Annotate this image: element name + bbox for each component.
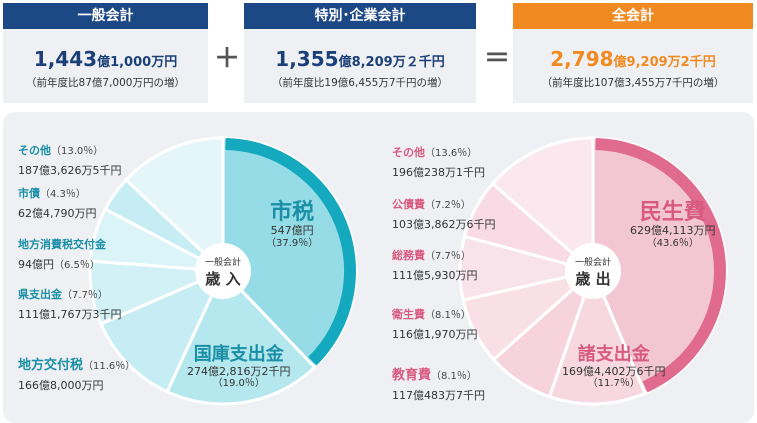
revenue-slice-label-prefecture-subsidy: 県支出金（7.7％） 111億1,767万3千円: [18, 288, 122, 321]
expenditure-slice-label-misc-expenses: 諸支出金 169億4,402万6千円 （11.7％）: [562, 344, 666, 390]
expenditure-slice-label-other: その他（13.6％） 196億238万1千円: [392, 146, 485, 179]
expenditure-slice-label-welfare: 民生費 629億4,113万円 （43.6％）: [630, 200, 716, 249]
total-account-box: 全会計 2,798億9,209万2千円 （前年度比107億3,455万7千円の増…: [513, 3, 753, 103]
general-account-amount: 1,443億1,000万円: [33, 47, 178, 71]
expenditure-slice-label-education: 教育費（8.1％） 117億483万7千円: [392, 368, 485, 403]
expenditure-slice-label-public-debt: 公債費（7.2％） 103億3,862万6千円: [392, 198, 496, 231]
expenditure-slice-label-sanitation: 衛生費（8.1％） 116億1,970万円: [392, 308, 478, 341]
general-account-note: （前年度比87億7,000万円の増）: [26, 77, 185, 89]
revenue-slice-label-local-consumption-tax: 地方消費税交付金 94億円（6.5％）: [18, 238, 106, 271]
revenue-slice-label-national-subsidy: 国庫支出金 274億2,816万2千円 （19.0％）: [187, 344, 291, 390]
revenue-largest-slice-rim: [225, 138, 356, 366]
expenditure-slice-1: [547, 266, 648, 406]
general-account-box: 一般会計 1,443億1,000万円 （前年度比87億7,000万円の増）: [3, 3, 208, 103]
expenditure-largest-slice-rim: [595, 138, 726, 393]
revenue-center-label: 一般会計 歳 入: [195, 243, 251, 299]
revenue-slice-label-city-tax: 市税 547億円 （37.9％）: [266, 200, 319, 249]
total-account-title: 全会計: [513, 3, 753, 29]
revenue-slice-label-other: その他（13.0％） 187億3,626万5千円: [18, 144, 122, 177]
plus-sign: ＋: [214, 44, 241, 74]
revenue-slice-label-municipal-bonds: 市債（4.3％） 62億4,790万円: [18, 187, 97, 220]
revenue-slice-2: [98, 268, 227, 394]
revenue-slice-1: [165, 268, 317, 406]
revenue-slice-label-local-allocation-tax: 地方交付税（11.6％） 166億8,000万円: [18, 358, 136, 393]
total-account-amount: 2,798億9,209万2千円: [550, 47, 716, 71]
expenditure-slice-label-general-affairs: 総務費（7.7％） 111億5,930万円: [392, 249, 478, 282]
special-account-box: 特別･企業会計 1,355億8,209万２千円 （前年度比19億6,455万7千…: [244, 3, 476, 103]
special-account-note: （前年度比19億6,455万7千円の増）: [271, 77, 449, 89]
equals-sign: ＝: [484, 44, 511, 74]
general-account-title: 一般会計: [3, 3, 208, 29]
total-account-note: （前年度比107億3,455万7千円の増）: [541, 77, 725, 89]
special-account-amount: 1,355億8,209万２千円: [275, 47, 445, 71]
expenditure-center-label: 一般会計 歳 出: [565, 243, 621, 299]
special-account-title: 特別･企業会計: [244, 3, 476, 29]
revenue-slice-6: [123, 136, 225, 275]
expenditure-slice-6: [490, 136, 595, 275]
